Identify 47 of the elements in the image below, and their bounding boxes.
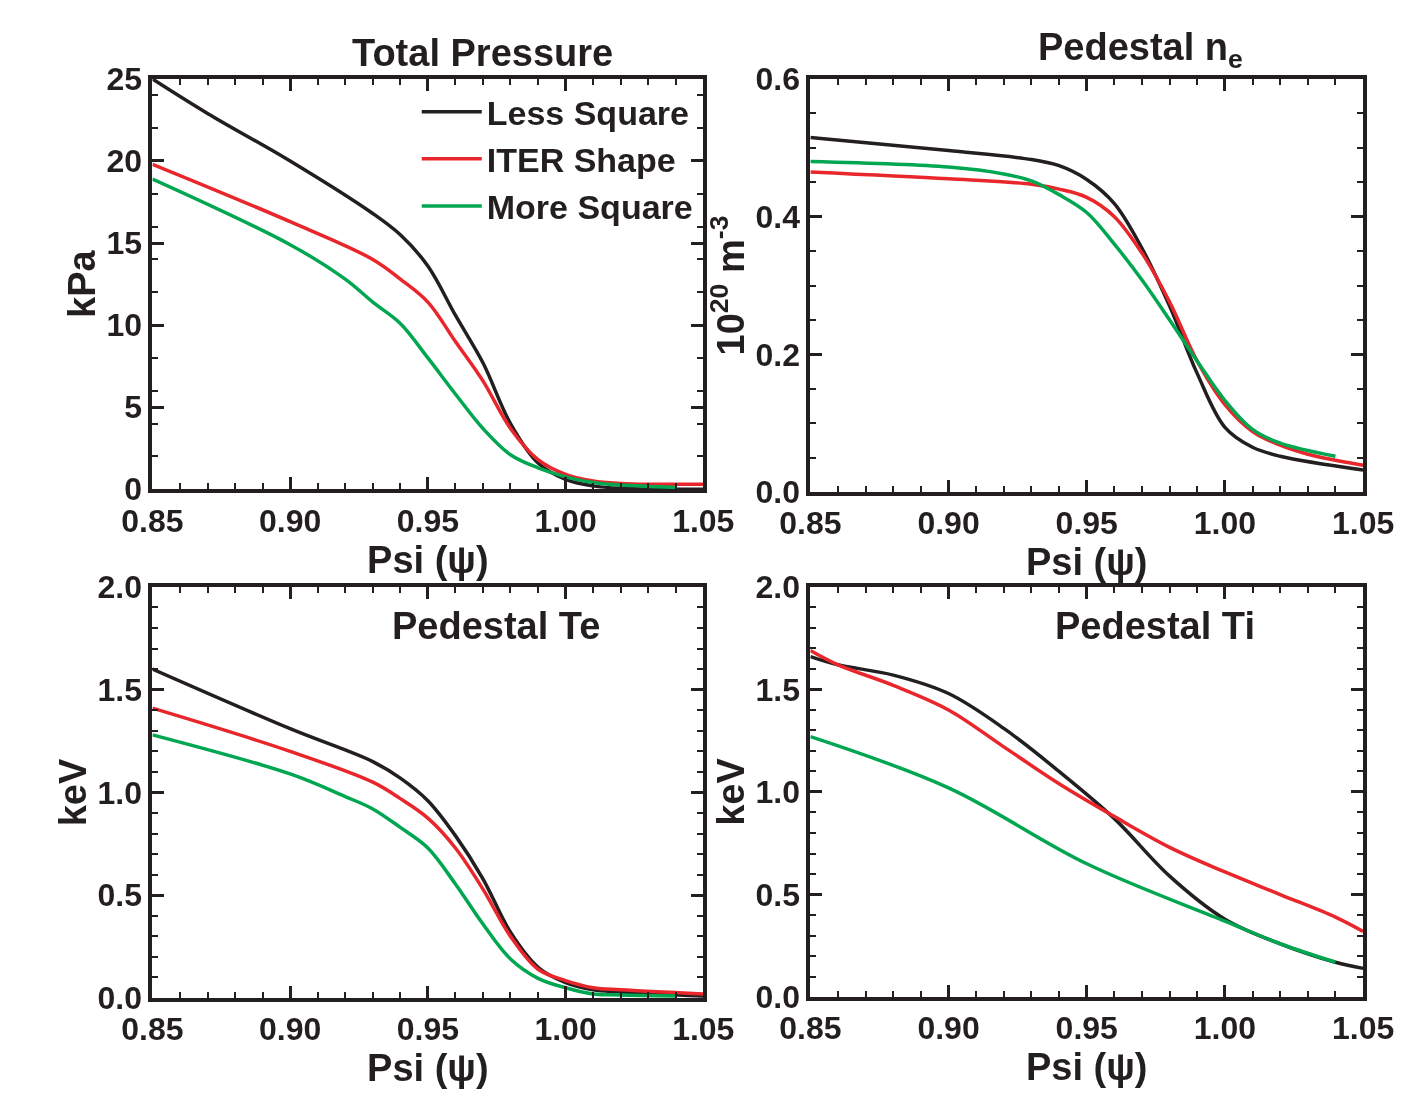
y-tick-label: 1.5	[755, 671, 800, 708]
x-tick-label: 1.00	[1193, 1010, 1257, 1047]
x-axis-title: Psi (ψ)	[1025, 1046, 1148, 1089]
text: Pedestal Te	[392, 605, 601, 647]
y-tick-label: 20	[106, 143, 143, 180]
chart-title: Pedestal n$_{e}$	[1038, 26, 1243, 74]
y-tick-label: 0.2	[755, 336, 800, 373]
x-axis-title: Psi (ψ)	[367, 538, 489, 581]
legend-label: More Square	[486, 188, 693, 227]
x-tick-label: 1.05	[672, 502, 735, 539]
x-tick-label: 0.90	[259, 502, 322, 539]
x-tick-label: 1.00	[534, 1011, 597, 1048]
y-axis-title: kPa	[61, 249, 104, 318]
line-series	[810, 734, 1338, 964]
x-tick-label: 0.90	[259, 1011, 322, 1048]
legend-label: Less Square	[486, 93, 689, 132]
x-tick-label: 0.95	[396, 502, 459, 539]
x-tick-label: 1.05	[1331, 505, 1395, 542]
y-tick-label: 5	[124, 389, 143, 426]
y-tick-label: 0.4	[755, 198, 801, 235]
x-tick-label: 0.95	[396, 1011, 459, 1048]
y-axis-title: keV	[52, 758, 95, 827]
y-tick-label: 15	[106, 225, 143, 262]
x-axis-title: Psi (ψ)	[1025, 541, 1148, 584]
y-tick-label: 25	[106, 61, 143, 98]
y-tick-label: 2.0	[97, 569, 143, 606]
y-tick-label: 0.5	[755, 876, 800, 913]
text: Pedestal Ti	[1055, 605, 1255, 647]
x-tick-label: 1.00	[1193, 505, 1257, 542]
x-tick-label: 0.95	[1055, 1010, 1118, 1047]
y-tick-label: 1.0	[755, 774, 800, 811]
x-tick-label: 0.90	[917, 1010, 980, 1047]
y-tick-label: 0.6	[755, 61, 800, 98]
y-tick-label: 1.5	[97, 671, 143, 708]
y-axis-title: keV	[710, 757, 753, 826]
y-tick-label: 0.5	[97, 877, 143, 914]
y-tick-label: 1.0	[97, 774, 143, 811]
legend-label: ITER Shape	[486, 141, 676, 180]
x-tick-label: 1.00	[534, 502, 597, 539]
x-axis-title: Psi (ψ)	[367, 1047, 489, 1090]
x-tick-label: 1.05	[1331, 1010, 1395, 1047]
x-tick-label: 1.05	[672, 1011, 735, 1048]
y-tick-label: 10	[106, 307, 143, 344]
y-tick-label: 2.0	[755, 569, 800, 606]
x-tick-label: 0.90	[917, 505, 980, 542]
chart-title: Total Pressure	[352, 32, 614, 74]
x-tick-label: 0.95	[1055, 505, 1118, 542]
